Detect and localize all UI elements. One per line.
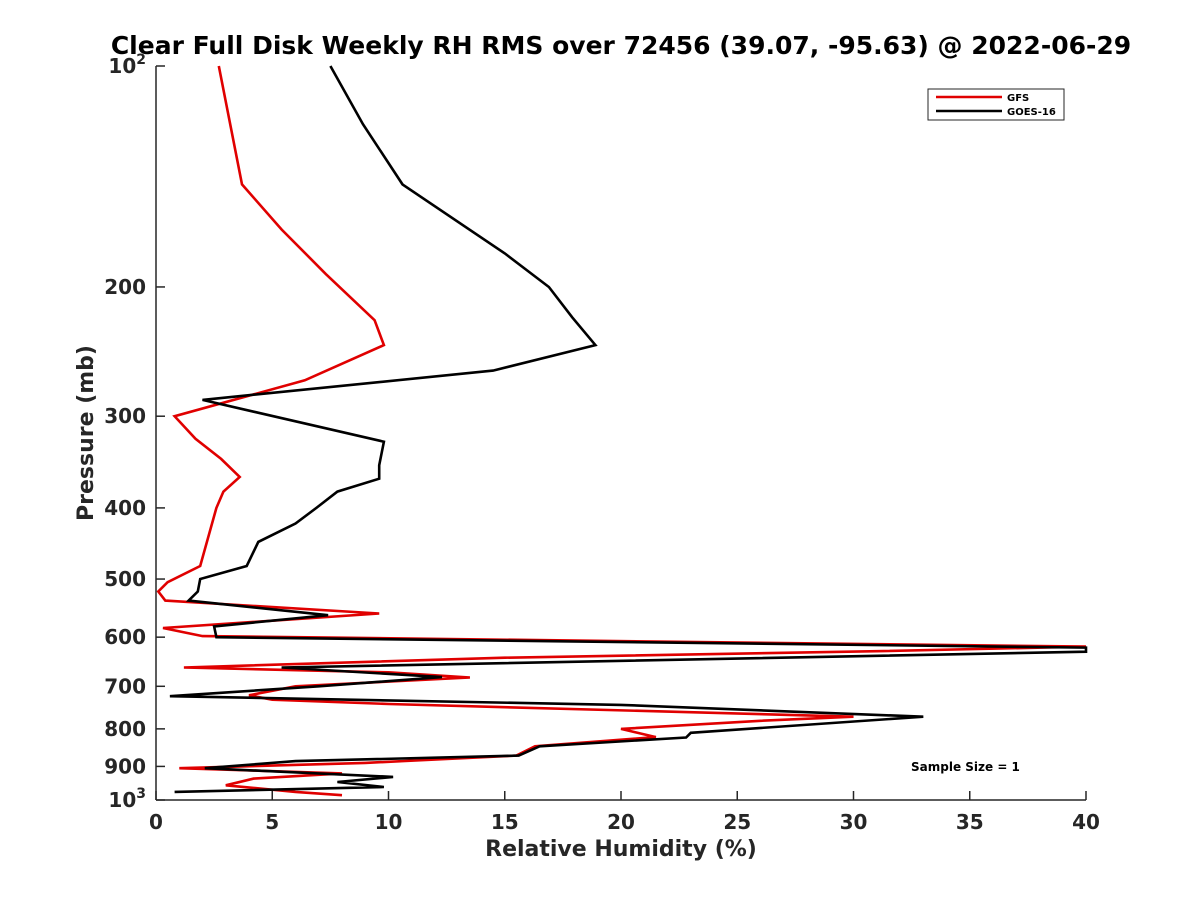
y-tick-label: 300 [104, 404, 146, 428]
x-tick-label: 40 [1072, 810, 1100, 834]
chart-title: Clear Full Disk Weekly RH RMS over 72456… [111, 31, 1131, 60]
x-tick-label: 35 [956, 810, 984, 834]
x-tick-label: 25 [723, 810, 751, 834]
legend-label-gfs: GFS [1007, 93, 1029, 104]
y-tick-label: 200 [104, 275, 146, 299]
legend-label-goes16: GOES-16 [1007, 107, 1056, 118]
y-tick-label: 400 [104, 496, 146, 520]
series-layer [156, 65, 1088, 797]
y-axis-label: Pressure (mb) [74, 345, 99, 521]
y-tick-label: 103 [108, 786, 146, 812]
y-tick-label: 500 [104, 567, 146, 591]
sample-size-annotation: Sample Size = 1 [911, 760, 1020, 774]
x-tick-label: 20 [607, 810, 635, 834]
legend-box [927, 88, 1065, 121]
y-tick-label: 900 [104, 754, 146, 778]
x-tick-label: 15 [491, 810, 519, 834]
y-tick-label: 600 [104, 625, 146, 649]
x-axis-label: Relative Humidity (%) [485, 837, 757, 862]
y-tick-label: 800 [104, 717, 146, 741]
y-ticks: 102 200 300 400 500 600 700 800 900 103 [104, 52, 165, 812]
x-tick-label: 5 [265, 810, 279, 834]
y-tick-label: 102 [108, 52, 146, 78]
legend: GFS GOES-16 [927, 88, 1065, 121]
x-tick-label: 10 [375, 810, 403, 834]
series-line-goes16 [169, 65, 1088, 794]
x-ticks: 0 5 10 15 20 25 30 35 40 [149, 791, 1100, 834]
x-tick-label: 0 [149, 810, 163, 834]
x-tick-label: 30 [840, 810, 868, 834]
y-tick-label: 700 [104, 674, 146, 698]
